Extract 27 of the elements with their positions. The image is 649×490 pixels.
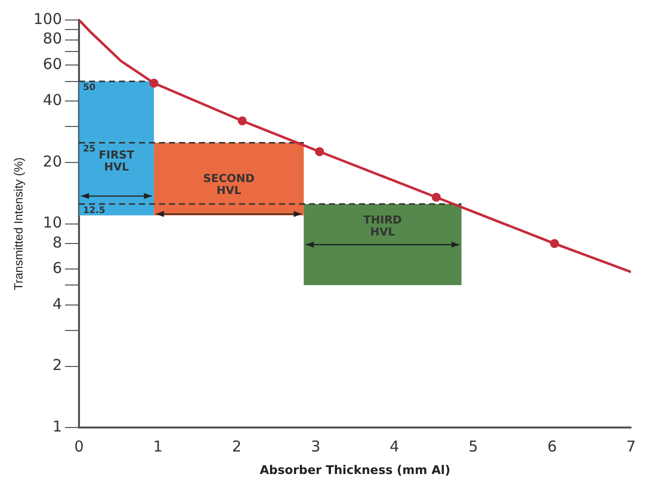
band-label: THIRD HVL bbox=[363, 213, 402, 238]
x-tick-label: 3 bbox=[310, 437, 320, 456]
y-tick-label: 1 bbox=[52, 417, 62, 436]
y-tick-label: 2 bbox=[52, 356, 62, 374]
ref-line-label: 50 bbox=[83, 83, 96, 94]
band-label: FIRST HVL bbox=[98, 148, 135, 174]
x-tick-label: 4 bbox=[390, 437, 400, 456]
x-tick-label: 6 bbox=[547, 437, 557, 456]
y-axis-title: Transmitted Intensity (%) bbox=[12, 157, 26, 290]
ref-line-label: 25 bbox=[83, 144, 96, 155]
y-tick-label: 4 bbox=[52, 294, 62, 313]
x-tick-label: 0 bbox=[74, 437, 84, 456]
y-tick-label: 6 bbox=[52, 258, 62, 277]
y-tick-label: 100 bbox=[33, 10, 62, 28]
y-tick-label: 40 bbox=[42, 90, 62, 109]
x-axis-title: Absorber Thickness (mm Al) bbox=[260, 462, 450, 477]
x-tick-label: 5 bbox=[468, 437, 478, 456]
y-tick-label: 20 bbox=[42, 152, 62, 170]
y-tick-label: 10 bbox=[42, 214, 62, 232]
y-tick-label: 8 bbox=[52, 233, 62, 252]
ref-line-label: 12.5 bbox=[83, 206, 106, 216]
x-tick-label: 1 bbox=[153, 437, 163, 456]
y-tick-label: 80 bbox=[42, 30, 62, 48]
y-tick-label: 60 bbox=[42, 55, 62, 74]
band-label: SECOND HVL bbox=[203, 172, 254, 198]
x-tick-label: 7 bbox=[626, 437, 636, 456]
x-tick-label: 2 bbox=[232, 437, 242, 456]
